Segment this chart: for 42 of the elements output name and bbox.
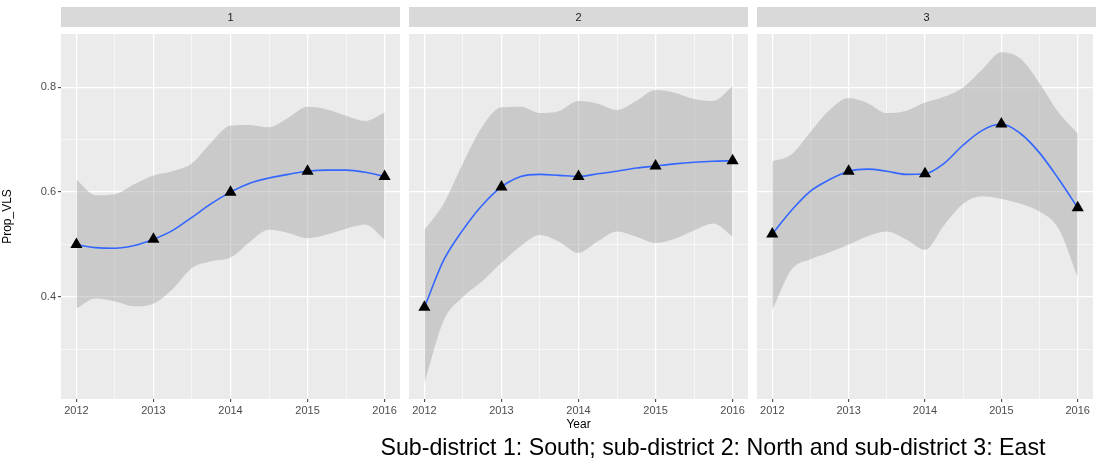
x-tick-label: 2012 bbox=[760, 403, 785, 416]
point bbox=[766, 227, 779, 238]
chart-title: 2 bbox=[575, 11, 582, 23]
chart-title: 1 bbox=[227, 11, 234, 23]
point bbox=[918, 166, 932, 178]
x-tick-label: 2016 bbox=[720, 403, 745, 416]
point bbox=[378, 169, 391, 180]
x-tick-label: 2014 bbox=[218, 403, 243, 416]
y-tick-label: 0.6 bbox=[40, 185, 56, 198]
point bbox=[301, 164, 314, 175]
x-tick-label: 2013 bbox=[141, 403, 166, 416]
panel-header: 2 bbox=[409, 7, 748, 27]
x-tick-label: 2012 bbox=[412, 403, 437, 416]
point bbox=[726, 153, 739, 165]
text: Sub-district 1: South; sub-district 2: North and sub-district 3: East bbox=[380, 434, 1046, 460]
point bbox=[224, 185, 237, 196]
point bbox=[649, 158, 662, 170]
x-tick-label: 2013 bbox=[489, 403, 514, 416]
point bbox=[842, 164, 855, 175]
x-tick-label: 2015 bbox=[989, 403, 1014, 416]
point bbox=[495, 179, 508, 191]
point bbox=[147, 232, 160, 243]
chart-title: 3 bbox=[923, 11, 930, 23]
point bbox=[995, 117, 1008, 128]
y-tick-label: 0.4 bbox=[40, 289, 56, 302]
x-tick-label: 2012 bbox=[64, 403, 89, 416]
x-tick-label: 2014 bbox=[912, 403, 938, 416]
panel-header: 3 bbox=[757, 7, 1096, 27]
x-tick-label: 2016 bbox=[372, 403, 397, 416]
point bbox=[418, 300, 431, 311]
point bbox=[572, 169, 585, 180]
x-tick-label: 2014 bbox=[566, 403, 591, 416]
x-tick-label: 2015 bbox=[643, 403, 668, 416]
point bbox=[1071, 200, 1084, 212]
y-tick-label: 0.8 bbox=[40, 80, 56, 93]
point bbox=[70, 237, 83, 249]
x-axis-title: Year bbox=[566, 417, 591, 432]
y-axis-title: Prop_VLS bbox=[0, 189, 14, 244]
x-tick-label: 2013 bbox=[836, 403, 861, 416]
panel-header: 1 bbox=[61, 7, 400, 27]
x-tick-label: 2015 bbox=[295, 403, 320, 416]
x-tick-label: 2016 bbox=[1065, 403, 1090, 416]
